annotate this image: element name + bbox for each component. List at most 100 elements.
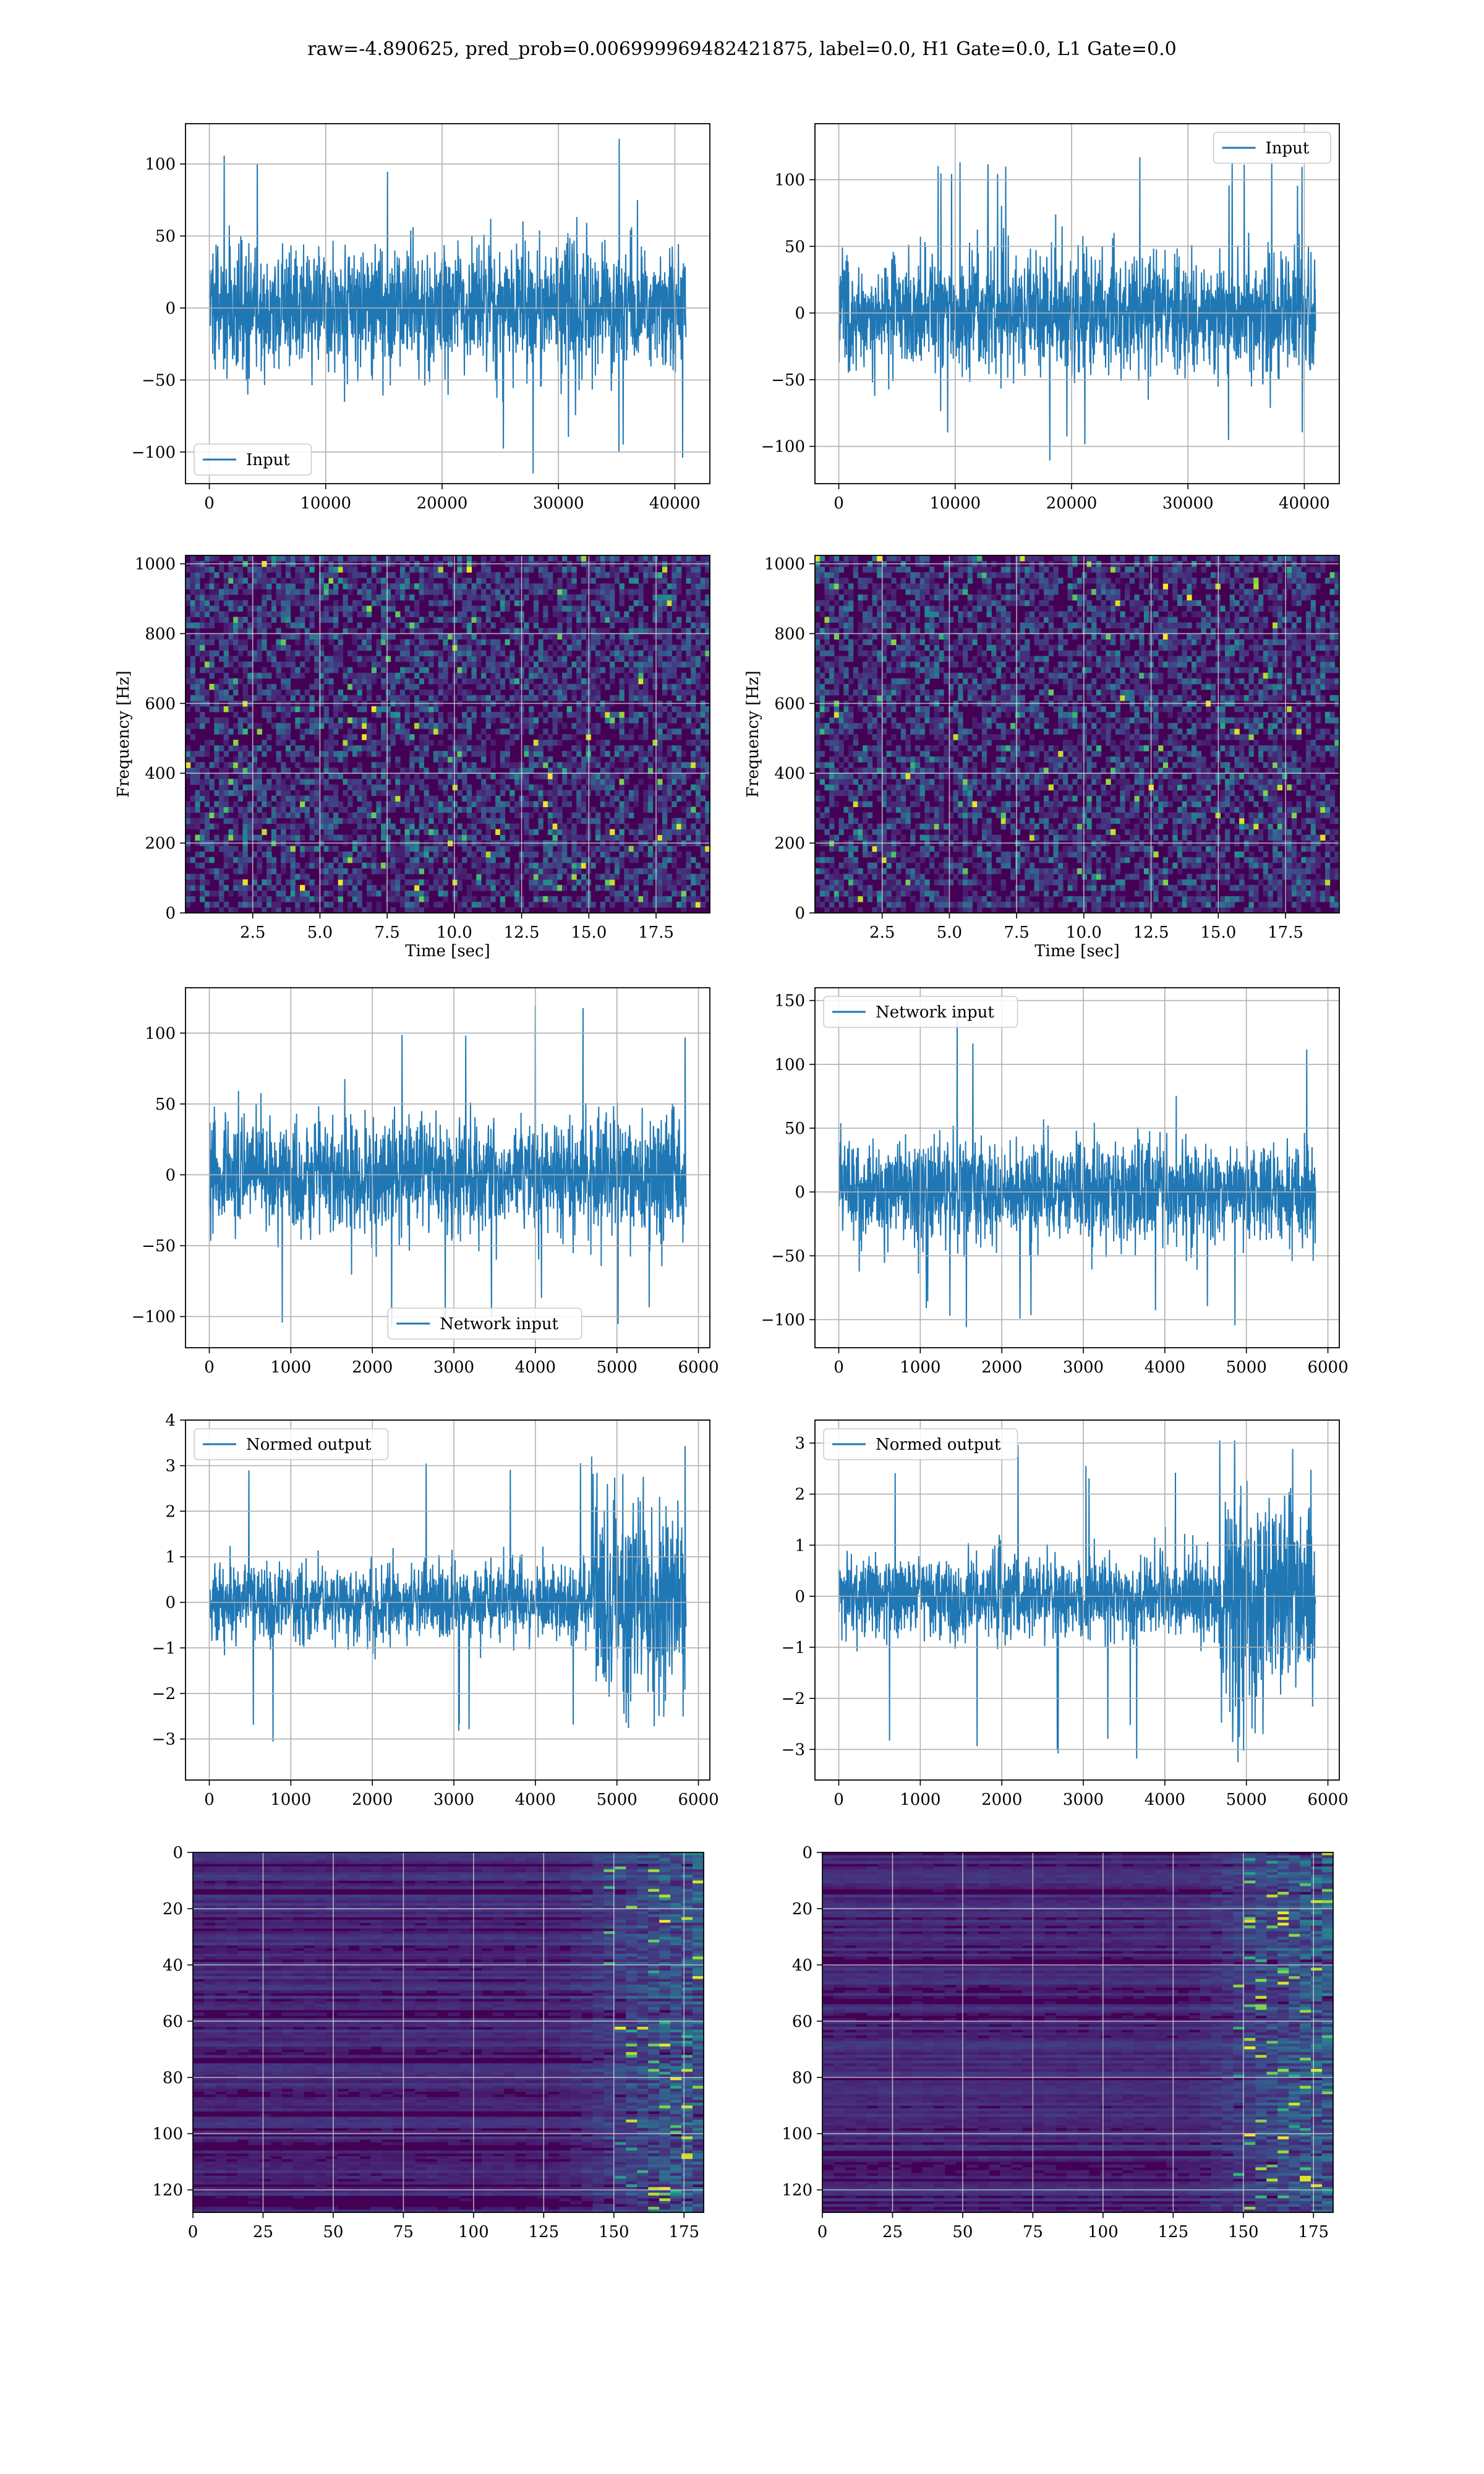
heatmap-cell xyxy=(443,695,448,701)
heatmap-cell xyxy=(977,868,983,875)
heatmap-cell xyxy=(944,884,949,891)
heatmap-cell xyxy=(662,722,668,729)
heatmap-cell xyxy=(414,633,420,640)
heatmap-cell xyxy=(276,661,281,668)
heatmap-cell xyxy=(505,711,510,718)
heatmap-cell xyxy=(500,784,506,790)
heatmap-cell xyxy=(652,851,658,858)
heatmap-cell xyxy=(910,879,916,886)
heatmap-cell xyxy=(267,801,272,807)
heatmap-cell xyxy=(371,711,377,718)
heatmap-cell xyxy=(619,756,625,763)
heatmap-cell xyxy=(314,818,320,824)
heatmap-cell xyxy=(271,768,277,774)
heatmap-cell xyxy=(557,807,563,813)
heatmap-cell xyxy=(399,779,406,785)
heatmap-cell xyxy=(562,695,568,701)
heatmap-cell xyxy=(395,801,401,807)
heatmap-cell xyxy=(399,873,406,880)
heatmap-cell xyxy=(352,779,358,785)
heatmap-cell xyxy=(1287,868,1292,875)
heatmap-cell xyxy=(638,583,644,589)
heatmap-cell xyxy=(657,762,663,768)
heatmap-cell xyxy=(285,907,291,913)
heatmap-cell xyxy=(1072,896,1078,902)
heatmap-cell xyxy=(466,890,472,897)
heatmap-cell xyxy=(466,639,472,646)
heatmap-cell xyxy=(562,606,568,612)
heatmap-cell xyxy=(338,773,343,779)
heatmap-cell xyxy=(1172,862,1178,869)
heatmap-cell xyxy=(333,740,339,746)
heatmap-cell xyxy=(204,594,210,601)
heatmap-cell xyxy=(323,795,329,802)
heatmap-cell xyxy=(1111,868,1116,875)
heatmap-cell xyxy=(576,751,582,757)
heatmap-cell xyxy=(371,890,377,897)
heatmap-cell xyxy=(576,790,582,796)
heatmap-cell xyxy=(448,807,453,813)
heatmap-cell xyxy=(433,583,439,589)
heatmap-cell xyxy=(681,896,686,902)
heatmap-cell xyxy=(323,589,329,595)
heatmap-cell xyxy=(819,884,825,891)
heatmap-cell xyxy=(419,734,424,740)
heatmap-cell xyxy=(357,589,362,595)
heatmap-cell xyxy=(371,740,377,746)
heatmap-cell xyxy=(314,790,320,796)
heatmap-cell xyxy=(276,812,281,818)
heatmap-cell xyxy=(1177,868,1183,875)
heatmap-cell xyxy=(939,896,944,902)
heatmap-cell xyxy=(662,896,668,902)
heatmap-cell xyxy=(628,633,634,640)
heatmap-cell xyxy=(357,807,362,813)
heatmap-cell xyxy=(643,667,649,674)
heatmap-cell xyxy=(705,594,710,601)
heatmap-cell xyxy=(285,611,291,617)
heatmap-cell xyxy=(443,633,448,640)
heatmap-cell xyxy=(819,857,825,863)
heatmap-cell xyxy=(281,639,286,646)
heatmap-cell xyxy=(476,594,482,601)
heatmap-cell xyxy=(271,722,277,729)
heatmap-cell xyxy=(514,868,520,875)
heatmap-cell xyxy=(466,734,472,740)
heatmap-cell xyxy=(867,862,873,869)
heatmap-cell xyxy=(233,711,239,718)
heatmap-cell xyxy=(1210,907,1216,913)
heatmap-cell xyxy=(323,768,329,774)
heatmap-cell xyxy=(267,745,272,751)
heatmap-cell xyxy=(591,756,596,763)
heatmap-cell xyxy=(510,890,515,897)
heatmap-cell xyxy=(228,578,234,584)
heatmap-cell xyxy=(466,622,472,628)
heatmap-cell xyxy=(505,589,510,595)
heatmap-cell xyxy=(705,729,710,735)
heatmap-cell xyxy=(1162,873,1169,880)
heatmap-cell xyxy=(681,901,686,908)
heatmap-cell xyxy=(1268,862,1273,869)
heatmap-cell xyxy=(505,762,510,768)
heatmap-cell xyxy=(514,578,520,584)
heatmap-cell xyxy=(290,672,296,679)
heatmap-cell xyxy=(457,873,463,880)
heatmap-cell xyxy=(485,901,491,908)
heatmap-cell xyxy=(476,578,482,584)
heatmap-cell xyxy=(404,734,410,740)
heatmap-cell xyxy=(242,890,248,897)
heatmap-cell xyxy=(657,845,663,852)
heatmap-cell xyxy=(619,834,625,841)
heatmap-cell xyxy=(371,667,377,674)
heatmap-cell xyxy=(304,779,310,785)
heatmap-cell xyxy=(204,779,210,785)
heatmap-cell xyxy=(1225,879,1230,886)
heatmap-cell xyxy=(657,745,663,751)
heatmap-cell xyxy=(547,790,553,796)
heatmap-cell xyxy=(1187,879,1192,886)
heatmap-cell xyxy=(385,672,391,679)
heatmap-cell xyxy=(452,879,458,886)
heatmap-cell xyxy=(700,661,706,668)
heatmap-cell xyxy=(323,879,329,886)
heatmap-cell xyxy=(490,650,496,657)
